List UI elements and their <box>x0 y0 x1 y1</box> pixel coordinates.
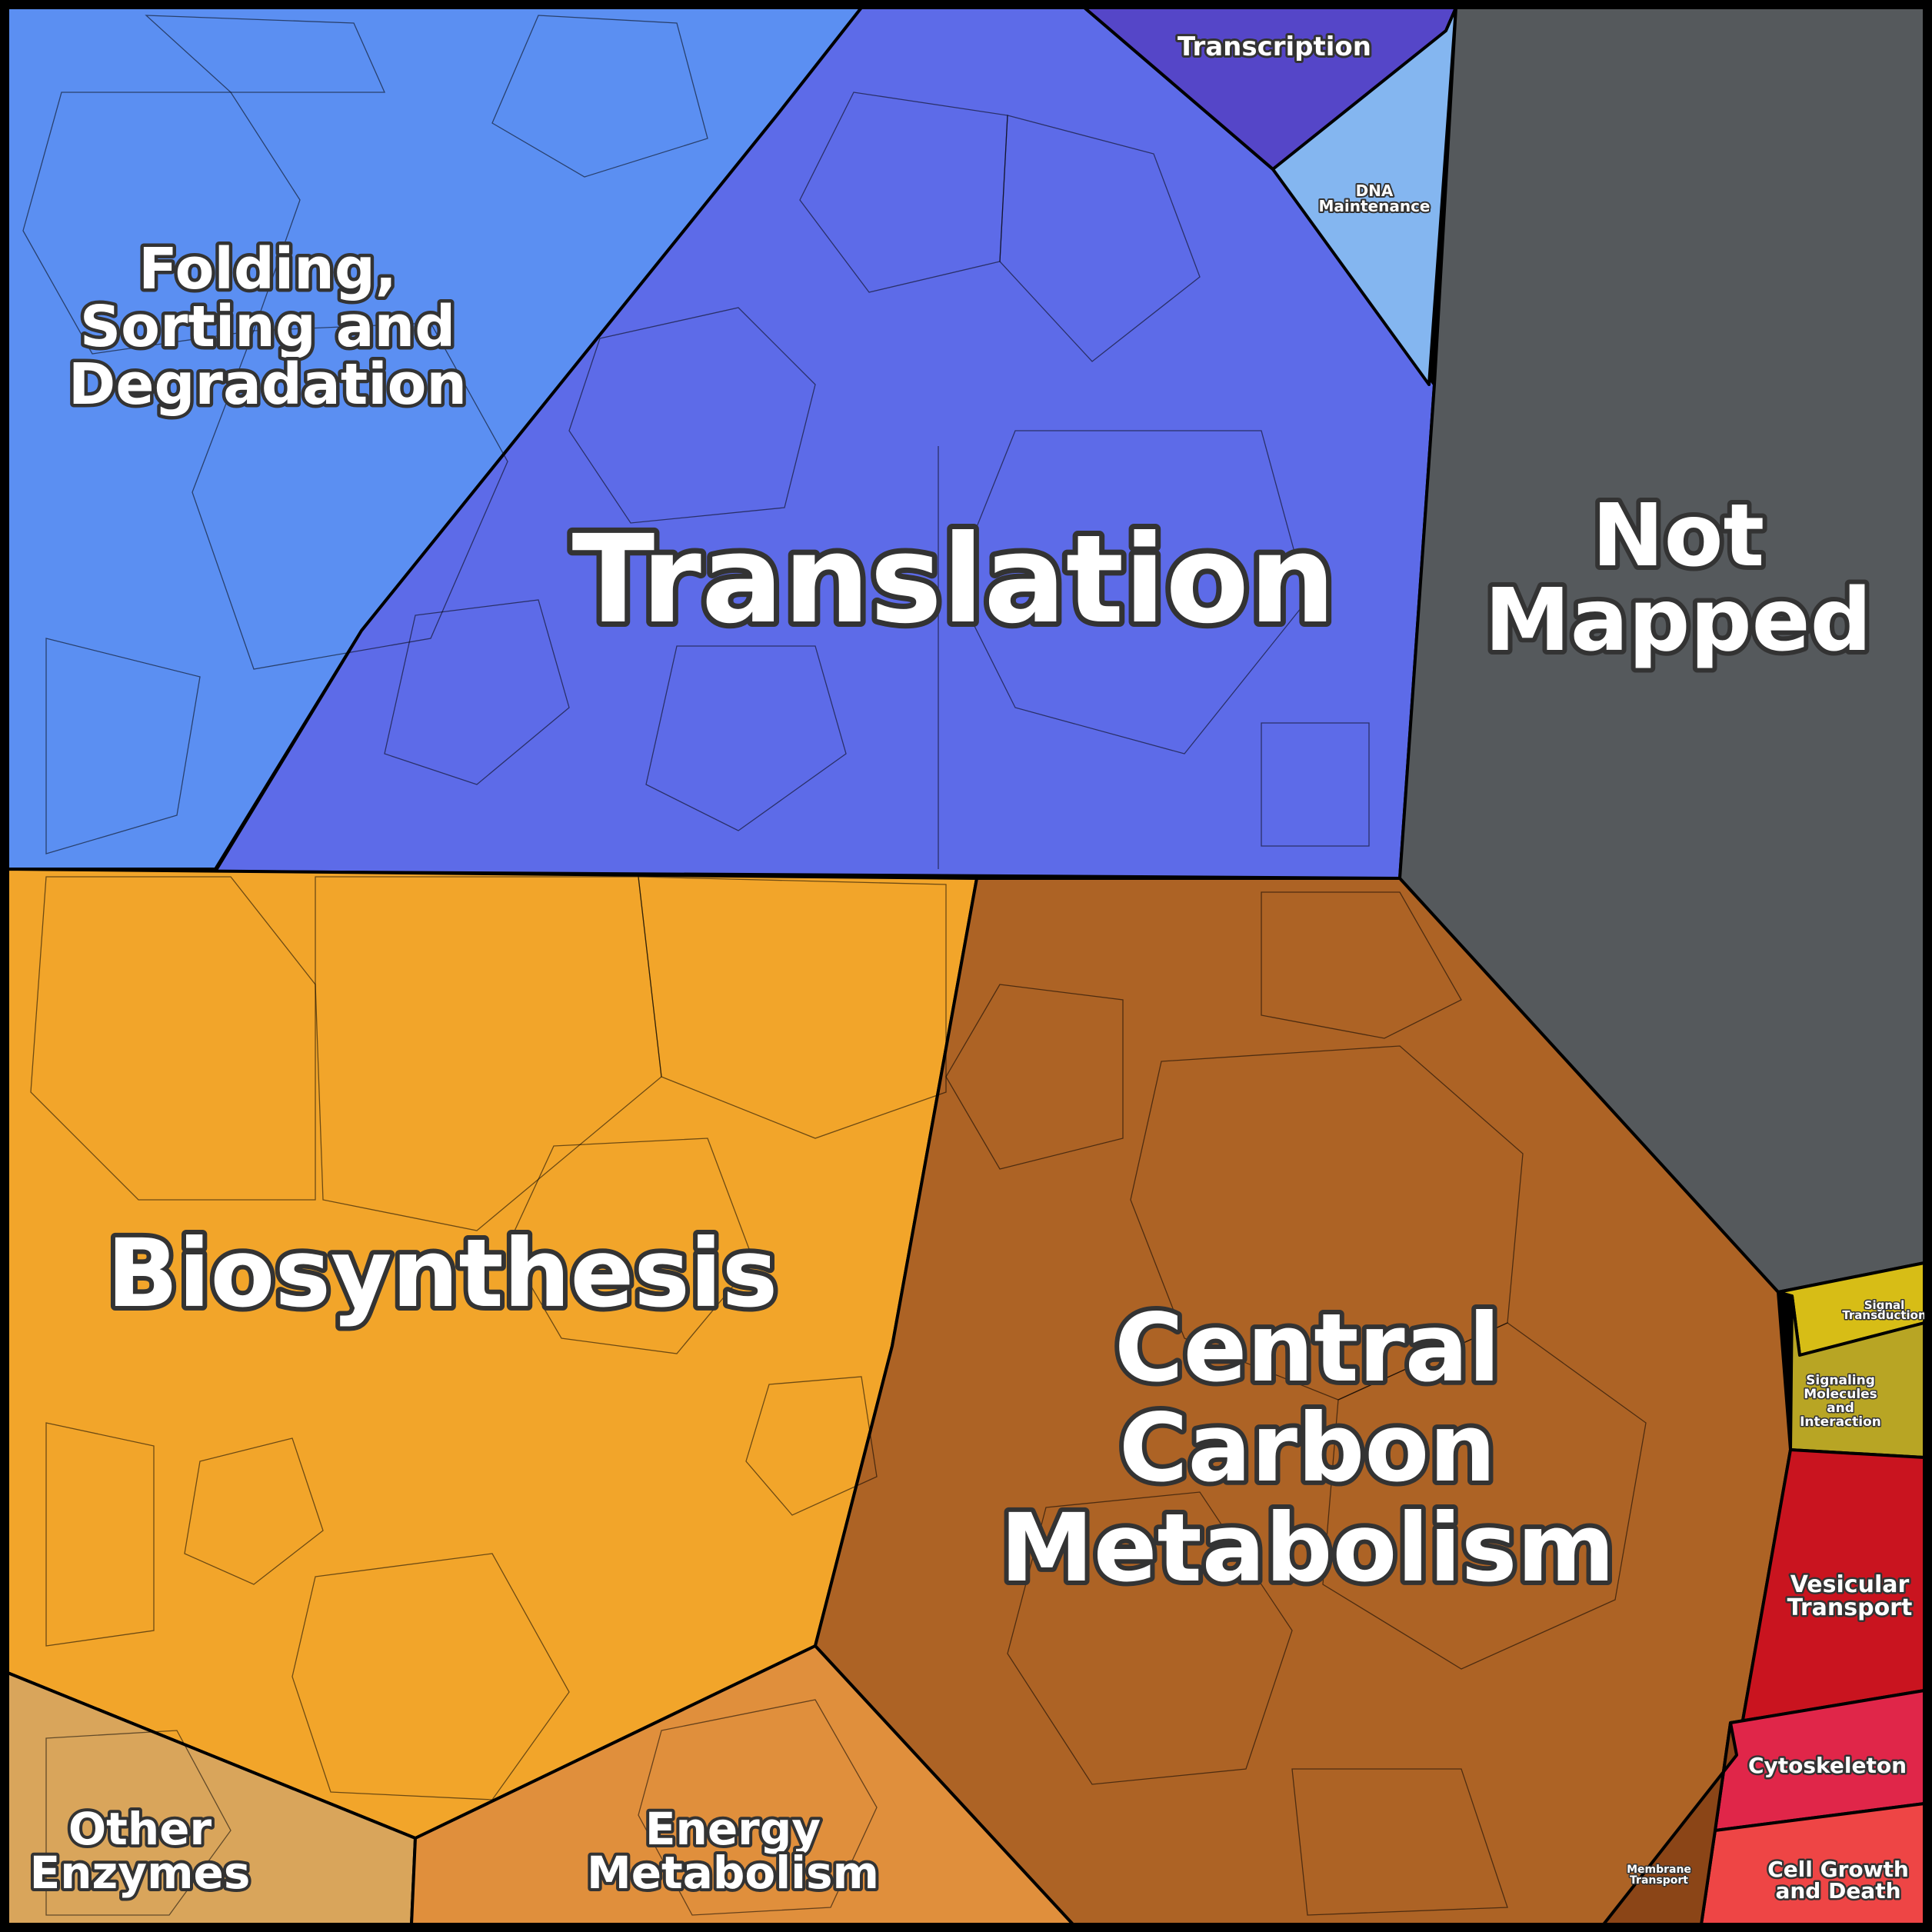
label-central-carbon: Central Carbon Metabolism <box>1000 1294 1614 1603</box>
label-dna-maintenance: DNA Maintenance <box>1318 182 1430 215</box>
cells-folding <box>22 15 708 854</box>
region-membrane <box>1602 1721 1738 1926</box>
cells-energy <box>638 1699 878 1916</box>
label-other-enzymes: Other Enzymes <box>30 1803 251 1899</box>
label-signaling-molecules: Signaling Molecules and Interaction <box>1800 1373 1881 1430</box>
label-signal-transduction: Signal Transduction <box>1842 1298 1926 1322</box>
label-folding: Folding, Sorting and Degradation <box>68 236 467 418</box>
label-energy: Energy Metabolism <box>587 1803 879 1899</box>
region-dna-maintenance <box>1271 6 1457 386</box>
label-membrane: Membrane Transport <box>1627 1864 1691 1887</box>
labels: Folding, Sorting and Degradation Translati… <box>27 29 1928 1906</box>
label-cell-growth: Cell Growth and Death <box>1767 1857 1909 1904</box>
label-not-mapped: Not Mapped <box>1484 486 1872 671</box>
label-transcription: Transcription <box>1178 32 1371 62</box>
label-translation: Translation <box>572 509 1336 651</box>
cells-other-enzymes <box>45 1730 232 1916</box>
cells-translation <box>384 92 1370 869</box>
cells-central-carbon <box>945 891 1647 1916</box>
cells-biosynthesis <box>30 876 947 1800</box>
label-vesicular: Vesicular Transport <box>1787 1571 1913 1621</box>
label-cytoskeleton: Cytoskeleton <box>1748 1753 1907 1778</box>
label-biosynthesis: Biosynthesis <box>107 1219 778 1328</box>
